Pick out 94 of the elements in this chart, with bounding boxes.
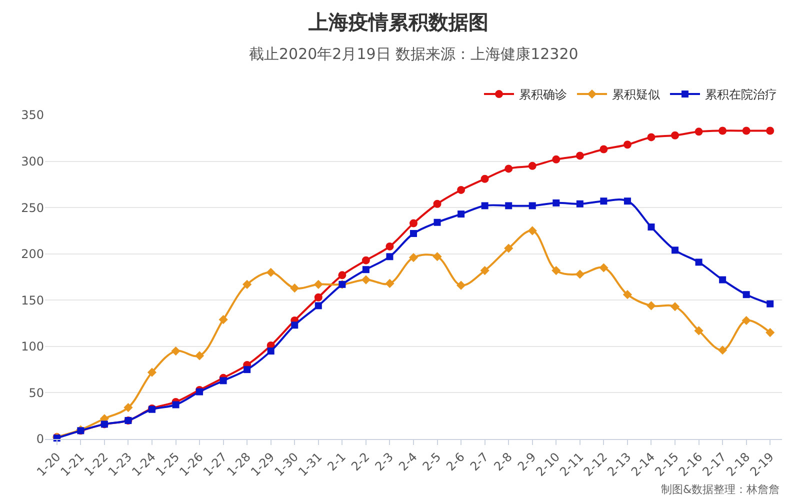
point [528, 226, 537, 236]
point [147, 368, 157, 377]
point [719, 276, 726, 284]
point [694, 326, 704, 336]
point [647, 133, 656, 142]
point [600, 198, 608, 205]
y-tick-label: 100 [21, 340, 44, 354]
point [220, 377, 227, 384]
point [433, 200, 442, 208]
point [290, 284, 300, 293]
point [505, 202, 512, 210]
point [552, 155, 560, 164]
point [242, 280, 252, 289]
point [266, 268, 276, 277]
point [244, 366, 251, 374]
point [646, 301, 656, 310]
point [599, 263, 608, 272]
point [504, 164, 513, 173]
legend-label: 累积疑似 [612, 88, 660, 102]
point [766, 328, 775, 338]
chart-title: 上海疫情累积数据图 [308, 10, 488, 34]
point [457, 186, 466, 194]
point [766, 126, 774, 135]
point [386, 242, 394, 250]
point [552, 266, 561, 276]
point [362, 266, 370, 274]
x-tick-label: 2-1 [324, 450, 349, 474]
point [314, 302, 322, 310]
point [648, 224, 655, 231]
point [694, 128, 703, 136]
point [361, 275, 370, 284]
point [552, 199, 560, 206]
point [670, 302, 680, 312]
point [267, 348, 274, 355]
point [291, 322, 298, 329]
point [314, 293, 322, 302]
point [385, 278, 394, 288]
point [194, 351, 204, 360]
legend-label: 累积确诊 [519, 88, 567, 102]
x-tick-label: 2-7 [467, 450, 492, 474]
point [624, 198, 631, 205]
point [600, 145, 608, 154]
y-tick-label: 150 [21, 293, 44, 308]
point [458, 210, 465, 218]
x-tick-label: 2-2 [348, 450, 372, 474]
y-tick-label: 250 [21, 200, 44, 215]
point [172, 401, 180, 408]
point [218, 315, 228, 324]
point [480, 266, 490, 276]
y-tick-label: 300 [21, 154, 44, 168]
x-tick-label: 2-5 [420, 450, 444, 474]
point [410, 230, 417, 237]
point [575, 270, 584, 279]
point [314, 280, 323, 289]
y-tick-label: 200 [21, 247, 44, 262]
y-tick-label: 50 [28, 386, 44, 400]
point [432, 252, 442, 262]
point [410, 219, 418, 228]
point [408, 253, 418, 262]
chart-subtitle: 截止2020年2月19日 数据来源：上海健康12320 [249, 45, 578, 63]
y-tick-label: 0 [36, 432, 44, 446]
point [718, 346, 728, 355]
x-tick-label: 2-3 [372, 450, 396, 474]
point [623, 140, 632, 149]
point [622, 290, 632, 300]
point [718, 126, 727, 135]
point [672, 246, 679, 254]
x-tick-label: 2-8 [491, 450, 515, 474]
point [576, 200, 584, 208]
text: 制图&数据整理：林詹詹 [661, 483, 780, 496]
x-tick-label: 2-6 [444, 450, 468, 474]
point [434, 218, 441, 226]
point [742, 291, 750, 298]
point [480, 174, 489, 183]
x-tick-label: 2-4 [396, 450, 420, 474]
point [124, 402, 133, 412]
point [386, 253, 394, 260]
point [528, 162, 536, 170]
point [695, 258, 702, 266]
point [481, 202, 488, 210]
point [504, 244, 514, 253]
point [362, 256, 370, 264]
point [742, 126, 750, 135]
point [576, 152, 584, 160]
point [671, 131, 680, 140]
point [338, 271, 346, 280]
y-tick-label: 350 [21, 108, 44, 122]
point [528, 202, 536, 210]
legend-label: 累积在院治疗 [705, 88, 777, 102]
point [196, 388, 204, 396]
point [766, 300, 774, 308]
point [742, 316, 751, 326]
point [456, 280, 466, 290]
point [171, 346, 180, 356]
